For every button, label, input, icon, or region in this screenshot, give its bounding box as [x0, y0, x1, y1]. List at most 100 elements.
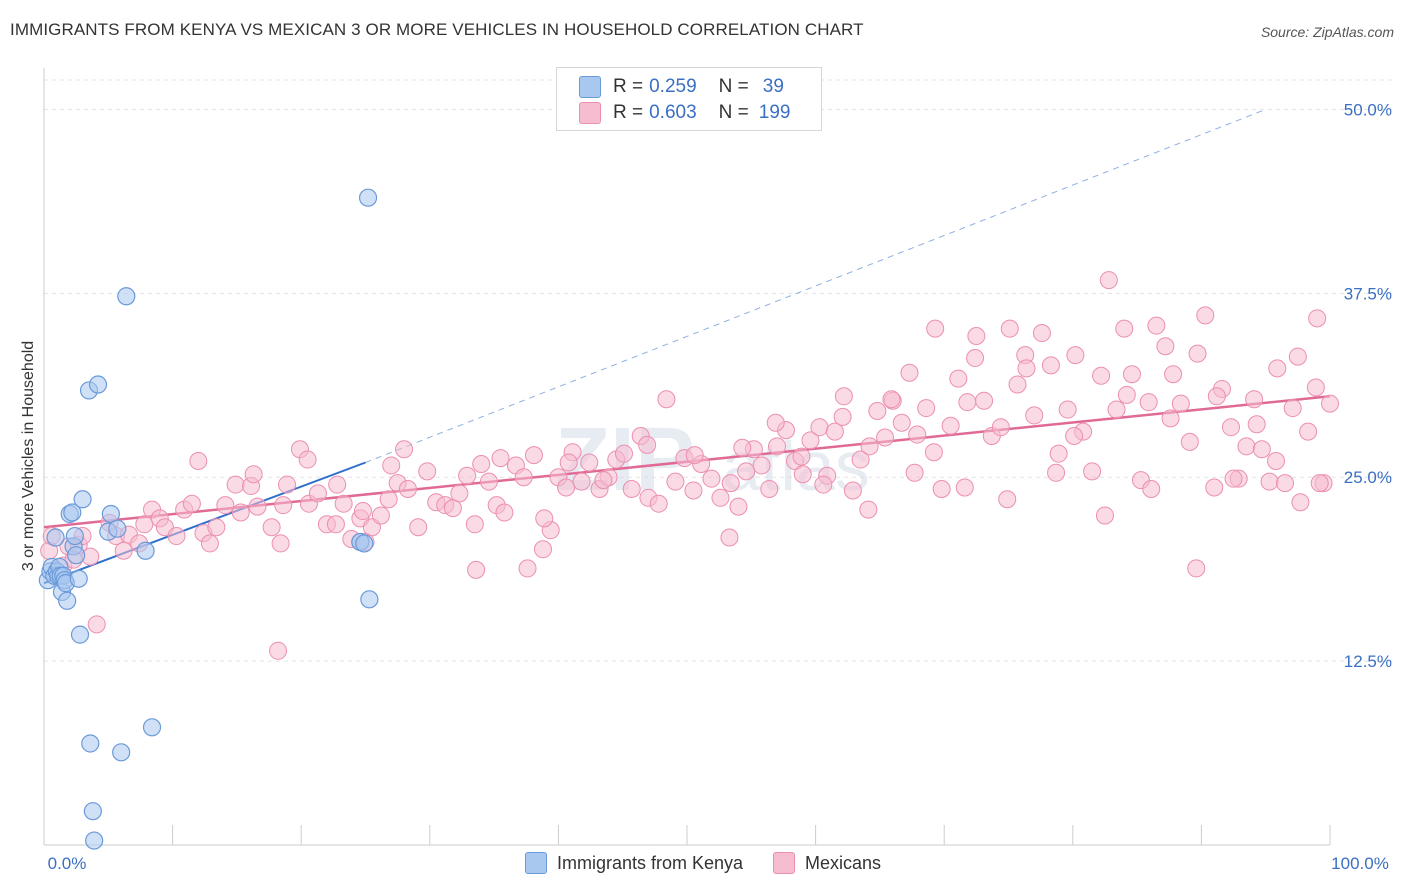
- kenya-point: [88, 375, 108, 394]
- mexicans-point: [269, 641, 288, 660]
- kenya-point: [112, 743, 131, 762]
- source-label: Source: ZipAtlas.com: [1260, 24, 1394, 40]
- mexicans-point: [1308, 309, 1327, 328]
- kenya-point: [136, 541, 155, 560]
- mexicans-point: [1321, 394, 1339, 413]
- mexicans-point: [825, 422, 844, 441]
- mexicans-point: [932, 479, 951, 498]
- mexicans-point: [1288, 347, 1307, 366]
- mexicans-point: [684, 481, 703, 500]
- mexicans-point: [1117, 385, 1136, 404]
- mexicans-point: [398, 479, 417, 498]
- kenya-point: [85, 831, 104, 850]
- mexicans-point: [966, 349, 985, 368]
- mexicans-point: [572, 472, 591, 491]
- mexicans-point: [1252, 440, 1271, 459]
- mexicans-point: [594, 471, 613, 490]
- mexicans-point: [491, 449, 510, 468]
- mexicans-point: [1224, 469, 1243, 488]
- mexicans-point: [638, 435, 657, 454]
- y-tick-label: 50.0%: [1344, 100, 1392, 119]
- mexicans-point: [450, 484, 469, 503]
- mexicans-point: [1164, 365, 1183, 384]
- mexicans-point: [231, 503, 250, 522]
- series-legend-mexicans[interactable]: Mexicans: [773, 852, 881, 874]
- mexicans-point: [1049, 444, 1068, 463]
- legend-r-label: R =: [613, 76, 644, 97]
- legend-n-value: 39: [762, 76, 784, 97]
- kenya-point: [108, 519, 127, 538]
- mexicans-point: [868, 402, 887, 421]
- mexicans-point: [1237, 437, 1256, 456]
- mexicans-point: [1221, 418, 1240, 437]
- series-legend-kenya[interactable]: Immigrants from Kenya: [524, 852, 743, 874]
- mexicans-point: [958, 393, 977, 412]
- mexicans-point: [244, 465, 263, 484]
- mexicans-point: [557, 478, 576, 497]
- mexicans-point: [649, 494, 668, 513]
- mexicans-point: [189, 452, 208, 471]
- mexicans-point: [559, 453, 578, 472]
- mexicans-point: [737, 462, 756, 481]
- mexicans-point: [200, 534, 219, 553]
- mexicans-point: [1247, 415, 1266, 434]
- y-tick-label: 12.5%: [1344, 652, 1392, 671]
- mexicans-point: [278, 475, 297, 494]
- mexicans-point: [1139, 393, 1158, 412]
- mexicans-point: [379, 490, 398, 509]
- mexicans-point: [793, 465, 812, 484]
- mexicans-point: [666, 472, 685, 491]
- mexicans-point: [622, 479, 641, 498]
- mexicans-point: [1310, 474, 1329, 493]
- kenya-point: [355, 534, 374, 553]
- kenya-point: [360, 590, 379, 609]
- mexicans-point: [87, 615, 106, 634]
- mexicans-point: [1025, 406, 1044, 425]
- data-points: [38, 188, 1339, 850]
- kenya-point: [70, 625, 90, 644]
- legend-r-value: 0.259: [649, 76, 697, 97]
- legend: R = 0.259 N = 39 R = 0.603 N = 199: [556, 67, 822, 131]
- legend-n-label: N =: [718, 76, 749, 97]
- mexicans-point: [353, 502, 372, 521]
- mexicans-point: [1187, 559, 1206, 578]
- mexicans-point: [711, 488, 730, 507]
- mexicans-point: [467, 560, 486, 579]
- mexicans-point: [859, 500, 878, 519]
- mexicans-point: [1041, 356, 1060, 375]
- mexicans-point: [967, 326, 986, 345]
- mexicans-point: [882, 390, 901, 409]
- mexicans-point: [495, 503, 514, 522]
- mexicans-point: [458, 466, 477, 485]
- mexicans-point: [298, 450, 317, 469]
- mexicans-point: [418, 462, 437, 481]
- mexicans-point: [814, 475, 833, 494]
- mexicans-point: [900, 363, 919, 382]
- mexicans-point: [1032, 324, 1051, 343]
- mexicans-point: [382, 456, 401, 475]
- kenya-point: [46, 528, 65, 547]
- y-axis-label: 3 or more Vehicles in Household: [20, 340, 37, 572]
- mexicans-point: [1083, 462, 1102, 481]
- kenya-point: [65, 526, 84, 546]
- mexicans-point: [535, 509, 554, 528]
- mexicans-point: [892, 413, 911, 432]
- mexicans-point: [729, 497, 748, 516]
- mexicans-point: [1095, 506, 1114, 525]
- kenya-point: [67, 546, 86, 565]
- mexicans-point: [479, 472, 498, 491]
- mexicans-point: [768, 437, 787, 456]
- mexicans-point: [472, 454, 491, 473]
- mexicans-point: [1306, 378, 1325, 397]
- mexicans-point: [514, 468, 533, 487]
- kenya-point: [69, 569, 88, 588]
- mexicans-point: [721, 474, 740, 493]
- mexicans-point: [1115, 319, 1134, 338]
- chart-title: IMMIGRANTS FROM KENYA VS MEXICAN 3 OR MO…: [10, 20, 864, 39]
- kenya-trend-extension: [365, 108, 1266, 463]
- mexicans-point: [1122, 365, 1141, 384]
- mexicans-point: [657, 390, 676, 409]
- mexicans-point: [135, 515, 154, 534]
- mexicans-point: [207, 518, 226, 537]
